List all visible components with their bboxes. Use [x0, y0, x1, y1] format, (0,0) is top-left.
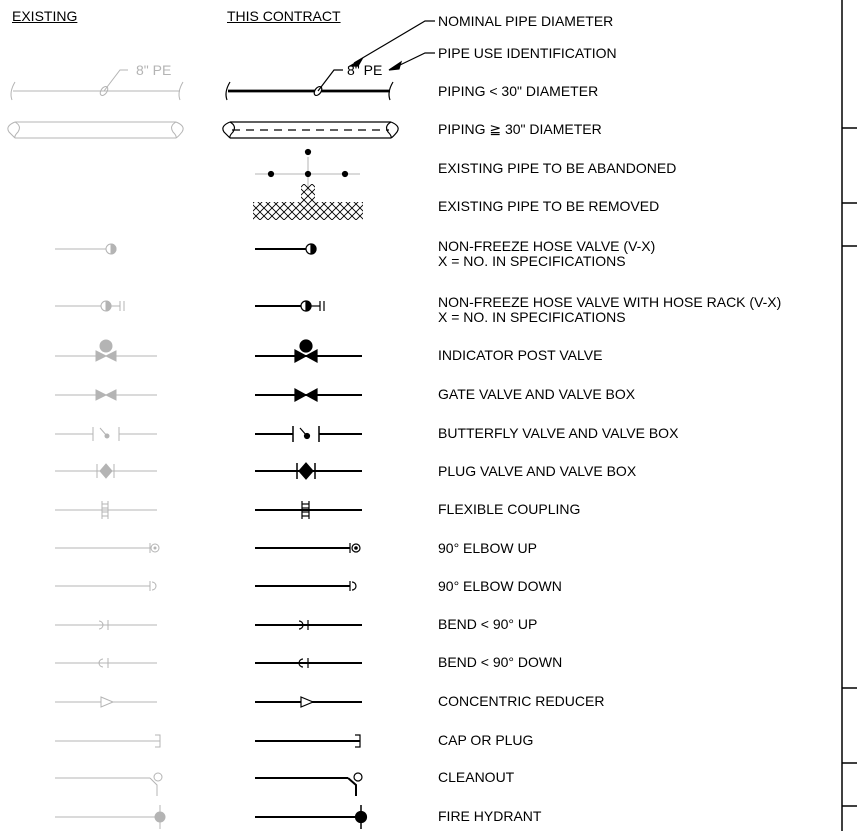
contract-pipe-removed-symbol: [253, 184, 363, 220]
contract-hose-valve-symbol: [255, 243, 317, 255]
existing-fire-hydrant-symbol: [55, 805, 166, 829]
pipe-use-identification-label: PIPE USE IDENTIFICATION: [438, 45, 617, 61]
legend-label-elbow-up: 90° ELBOW UP: [438, 540, 537, 556]
contract-butterfly-valve-symbol: [255, 426, 362, 442]
existing-indicator-post-valve-symbol: [55, 339, 157, 362]
contract-cleanout-symbol: [255, 772, 363, 796]
existing-elbow-up-symbol: [55, 543, 160, 553]
legend-label-indicator-post-valve: INDICATOR POST VALVE: [438, 347, 603, 363]
legend-label-flexible-coupling: FLEXIBLE COUPLING: [438, 501, 581, 517]
contract-pipe-size-label: 8" PE: [347, 62, 382, 78]
contract-elbow-up-symbol: [255, 543, 361, 553]
existing-concentric-reducer-symbol: [55, 696, 157, 708]
contract-gate-valve-symbol: [255, 387, 362, 403]
contract-bend-up-symbol: [255, 620, 362, 630]
legend-label-cap-or-plug: CAP OR PLUG: [438, 732, 534, 748]
existing-elbow-down-symbol: [55, 581, 157, 591]
existing-flexible-coupling-symbol: [55, 501, 157, 519]
legend-label-fire-hydrant: FIRE HYDRANT: [438, 808, 542, 824]
legend-label-butterfly-valve: BUTTERFLY VALVE AND VALVE BOX: [438, 425, 679, 441]
contract-plug-valve-symbol: [255, 462, 362, 480]
existing-pipe-size-label: 8" PE: [136, 62, 171, 78]
contract-cap-or-plug-symbol: [255, 734, 361, 748]
legend-label-plug-valve: PLUG VALVE AND VALVE BOX: [438, 463, 637, 479]
contract-symbols: 8" PE: [222, 62, 399, 829]
existing-bend-up-symbol: [55, 620, 157, 630]
leader-arrows: [347, 20, 435, 71]
legend-label-pipe-abandoned: EXISTING PIPE TO BE ABANDONED: [438, 160, 677, 176]
existing-cleanout-symbol: [55, 772, 163, 796]
legend-label-bend-up: BEND < 90° UP: [438, 616, 538, 632]
legend-label-piping-lt30: PIPING < 30" DIAMETER: [438, 83, 599, 99]
contract-bend-down-symbol: [255, 658, 362, 668]
nominal-pipe-diameter-label: NOMINAL PIPE DIAMETER: [438, 13, 614, 29]
existing-symbols: 8" PE: [7, 62, 184, 829]
contract-elbow-down-symbol: [255, 581, 357, 591]
contract-concentric-reducer-symbol: [255, 696, 362, 708]
contract-indicator-post-valve-symbol: [255, 339, 362, 364]
existing-column-header: EXISTING: [12, 8, 78, 24]
legend-label-hose-valve-rack: NON-FREEZE HOSE VALVE WITH HOSE RACK (V-…: [438, 294, 782, 325]
existing-bend-down-symbol: [55, 658, 157, 668]
legend-label-hose-valve: NON-FREEZE HOSE VALVE (V-X) X = NO. IN S…: [438, 238, 656, 269]
legend-label-bend-down: BEND < 90° DOWN: [438, 654, 563, 670]
existing-hose-valve-symbol: [55, 243, 117, 255]
existing-gate-valve-symbol: [55, 389, 157, 401]
legend-label-pipe-removed: EXISTING PIPE TO BE REMOVED: [438, 198, 660, 214]
title-block-border: [841, 0, 857, 831]
contract-pipe-abandoned-symbol: [255, 148, 360, 191]
contract-fire-hydrant-symbol: [255, 805, 368, 829]
existing-butterfly-valve-symbol: [55, 427, 157, 441]
legend-label-concentric-reducer: CONCENTRIC REDUCER: [438, 693, 605, 709]
existing-piping-lt30-symbol: 8" PE: [10, 62, 184, 101]
contract-piping-ge30-symbol: [222, 121, 399, 139]
legend-label-gate-valve: GATE VALVE AND VALVE BOX: [438, 386, 636, 402]
this-contract-column-header: THIS CONTRACT: [227, 8, 341, 24]
existing-hose-valve-rack-symbol: [55, 300, 125, 312]
legend-label-piping-ge30: PIPING ≧ 30" DIAMETER: [438, 121, 602, 137]
contract-piping-lt30-symbol: 8" PE: [225, 62, 394, 101]
existing-cap-or-plug-symbol: [55, 734, 161, 748]
legend-label-elbow-down: 90° ELBOW DOWN: [438, 578, 562, 594]
legend-label-cleanout: CLEANOUT: [438, 769, 515, 785]
existing-piping-ge30-symbol: [7, 121, 184, 139]
contract-hose-valve-rack-symbol: [255, 300, 325, 312]
existing-plug-valve-symbol: [55, 463, 157, 479]
contract-flexible-coupling-symbol: [255, 501, 362, 519]
